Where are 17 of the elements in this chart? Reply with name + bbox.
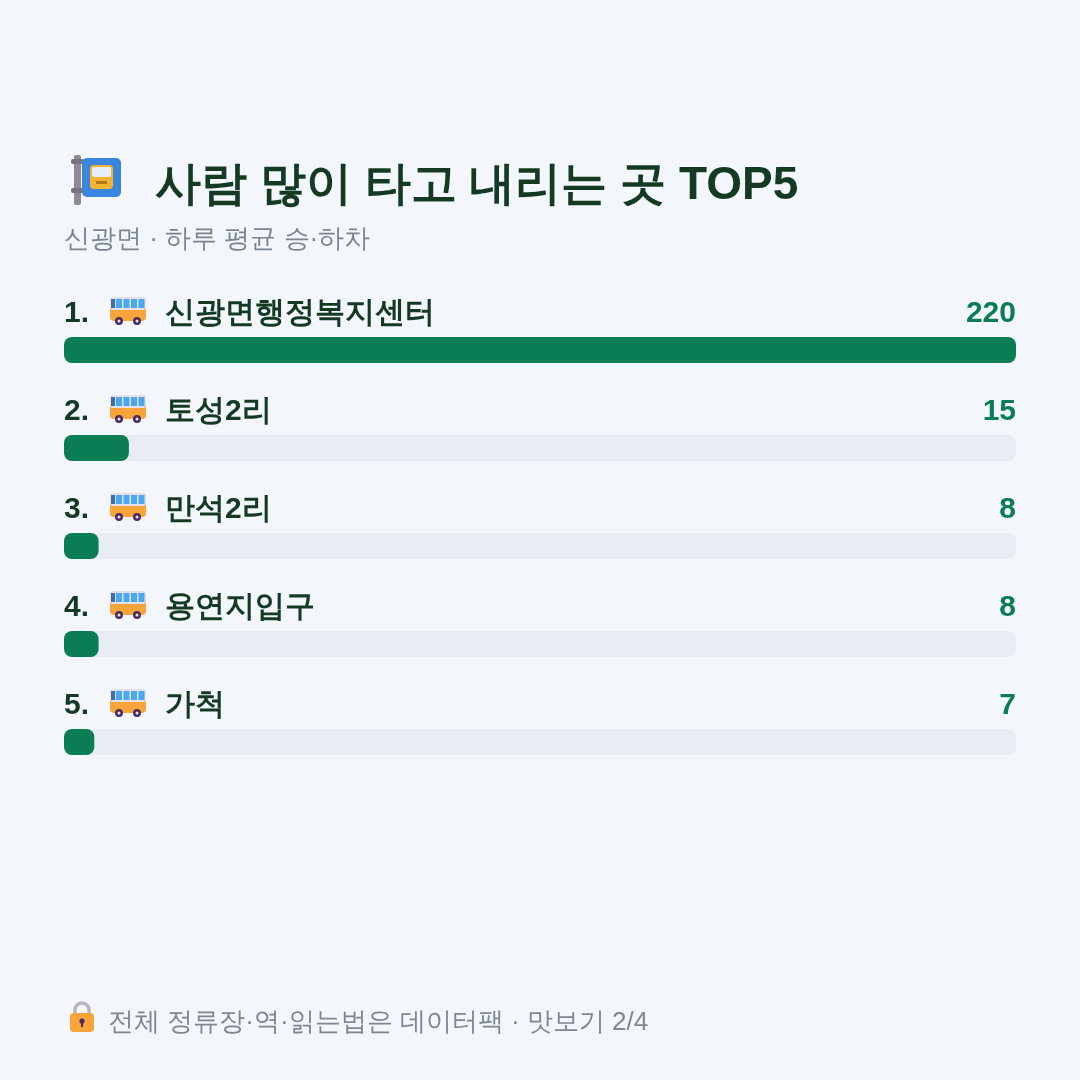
category-label: 1. 신광면행정복지센터 xyxy=(64,295,435,328)
text: 전체 정류장·역·읽는법은 데이터팩 · 맛보기 2/4 xyxy=(108,1006,649,1036)
category-label: 2. 토성2리 xyxy=(64,393,272,426)
bar xyxy=(64,631,99,657)
category-label: 4. 용연지입구 xyxy=(64,589,315,622)
category-label: 3. 만석2리 xyxy=(64,491,272,524)
data-label: 8 xyxy=(999,589,1016,622)
bar xyxy=(64,435,129,461)
chart-title: 사람 많이 타고 내리는 곳 TOP5 xyxy=(155,157,799,209)
category-label: 5. 가척 xyxy=(64,687,225,720)
bar xyxy=(64,533,99,559)
data-label: 220 xyxy=(965,295,1016,328)
data-label: 8 xyxy=(999,491,1016,524)
data-label: 7 xyxy=(999,687,1016,720)
bar xyxy=(64,729,95,755)
chart-subtitle: 신광면 · 하루 평균 승·하차 xyxy=(64,223,371,253)
data-label: 15 xyxy=(982,393,1016,426)
